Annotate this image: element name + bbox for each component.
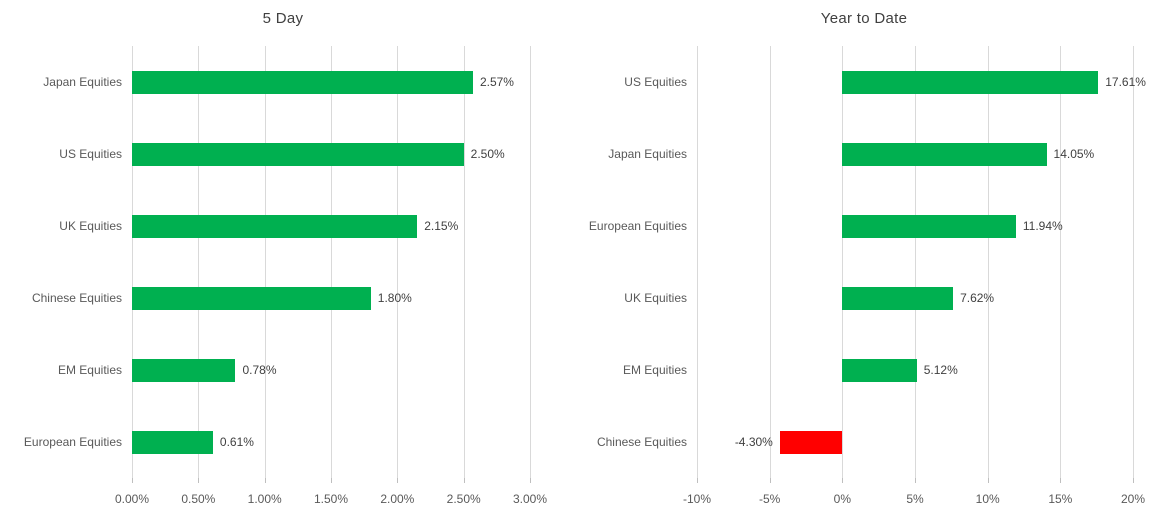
gridline	[397, 46, 399, 478]
x-axis-tick-label: 2.00%	[380, 492, 415, 506]
x-axis-tick-label: 5%	[906, 492, 924, 506]
x-axis-tick-label: 1.00%	[247, 492, 282, 506]
bar-positive	[132, 358, 236, 382]
value-label: 0.78%	[242, 363, 277, 377]
chart-title: Year to Date	[820, 10, 908, 27]
gridline	[697, 46, 698, 478]
gridline	[1060, 46, 1062, 478]
x-axis-tick	[198, 478, 200, 483]
x-axis-tick-label: 10%	[975, 492, 1000, 506]
category-label: European Equities	[23, 435, 122, 449]
value-label: -4.30%	[734, 435, 773, 449]
x-axis-tick	[132, 478, 133, 483]
bar-positive	[842, 142, 1047, 166]
x-axis-tick-label: 0.50%	[181, 492, 216, 506]
x-axis-tick	[397, 478, 399, 483]
gridline	[331, 46, 332, 478]
x-axis-tick-label: 15%	[1048, 492, 1073, 506]
x-axis-tick-label: 0.00%	[114, 492, 150, 506]
gridline	[132, 46, 133, 478]
value-label: 17.61%	[1105, 75, 1146, 89]
x-axis-tick	[842, 478, 844, 483]
value-label: 2.50%	[470, 147, 505, 161]
x-axis-tick	[1133, 478, 1134, 483]
x-axis-tick-label: 0%	[833, 492, 851, 506]
bar-positive	[842, 214, 1016, 238]
category-label: US Equities	[624, 75, 687, 89]
x-axis-tick-label: 3.00%	[512, 492, 548, 506]
x-axis-tick	[769, 478, 771, 483]
gridline	[1133, 46, 1134, 478]
bar-positive	[132, 430, 213, 454]
gridline	[987, 46, 989, 478]
bar-positive	[132, 214, 418, 238]
value-label: 7.62%	[960, 291, 995, 305]
value-label: 0.61%	[219, 435, 254, 449]
category-label: Japan Equities	[43, 75, 122, 89]
value-label: 14.05%	[1053, 147, 1095, 161]
category-label: EM Equities	[57, 363, 122, 377]
x-axis-tick	[264, 478, 266, 483]
bar-positive	[132, 142, 464, 166]
category-label: EM Equities	[622, 363, 687, 377]
x-axis-tick-label: 2.50%	[446, 492, 481, 506]
category-label: UK Equities	[59, 219, 122, 233]
gridline	[530, 46, 531, 478]
category-label: Chinese Equities	[31, 291, 122, 305]
value-label: 2.57%	[479, 75, 514, 89]
x-axis-tick	[530, 478, 531, 483]
gridline	[842, 46, 844, 478]
x-axis-tick	[987, 478, 989, 483]
gridline	[915, 46, 916, 478]
x-axis-tick-label: 1.50%	[313, 492, 349, 506]
value-label: 1.80%	[377, 291, 412, 305]
gridline	[769, 46, 771, 478]
bar-negative	[779, 430, 843, 454]
bar-positive	[842, 286, 954, 310]
x-axis-tick	[463, 478, 465, 483]
x-axis-tick	[331, 478, 332, 483]
x-axis-tick	[915, 478, 916, 483]
category-label: Chinese Equities	[596, 435, 687, 449]
gridline	[264, 46, 266, 478]
value-label: 11.94%	[1022, 219, 1063, 233]
x-axis-tick-label: -10%	[682, 492, 711, 506]
category-label: Japan Equities	[608, 147, 687, 161]
x-axis-tick-label: 20%	[1120, 492, 1146, 506]
value-label: 2.15%	[424, 219, 459, 233]
bar-positive	[132, 70, 473, 94]
x-axis-tick	[1060, 478, 1062, 483]
bar-positive	[132, 286, 371, 310]
category-label: US Equities	[59, 147, 122, 161]
plot-area: -10% -5% 0% 5% 10% 15% 20% US Equities 17.61% Jap…	[566, 0, 1162, 527]
gridline	[198, 46, 200, 478]
x-axis-tick-label: -5%	[758, 492, 781, 506]
bar-positive	[842, 70, 1099, 94]
x-axis-tick	[697, 478, 698, 483]
value-label: 5.12%	[923, 363, 958, 377]
bar-positive	[842, 358, 917, 382]
category-label: UK Equities	[624, 291, 687, 305]
chart-title: 5 Day	[262, 10, 304, 27]
gridline	[463, 46, 465, 478]
plot-area: 0.00% 0.50% 1.00% 1.50% 2.00% 2.50% 3.00% Japan…	[0, 0, 566, 527]
category-label: European Equities	[588, 219, 687, 233]
chart-5-day: 5 Day 0.00% 0.50% 1.00% 1.50% 2.00% 2.50% 3.00…	[0, 0, 566, 527]
chart-year-to-date: Year to Date -10% -5% 0% 5% 10% 15% 20% US Equi…	[566, 0, 1162, 527]
